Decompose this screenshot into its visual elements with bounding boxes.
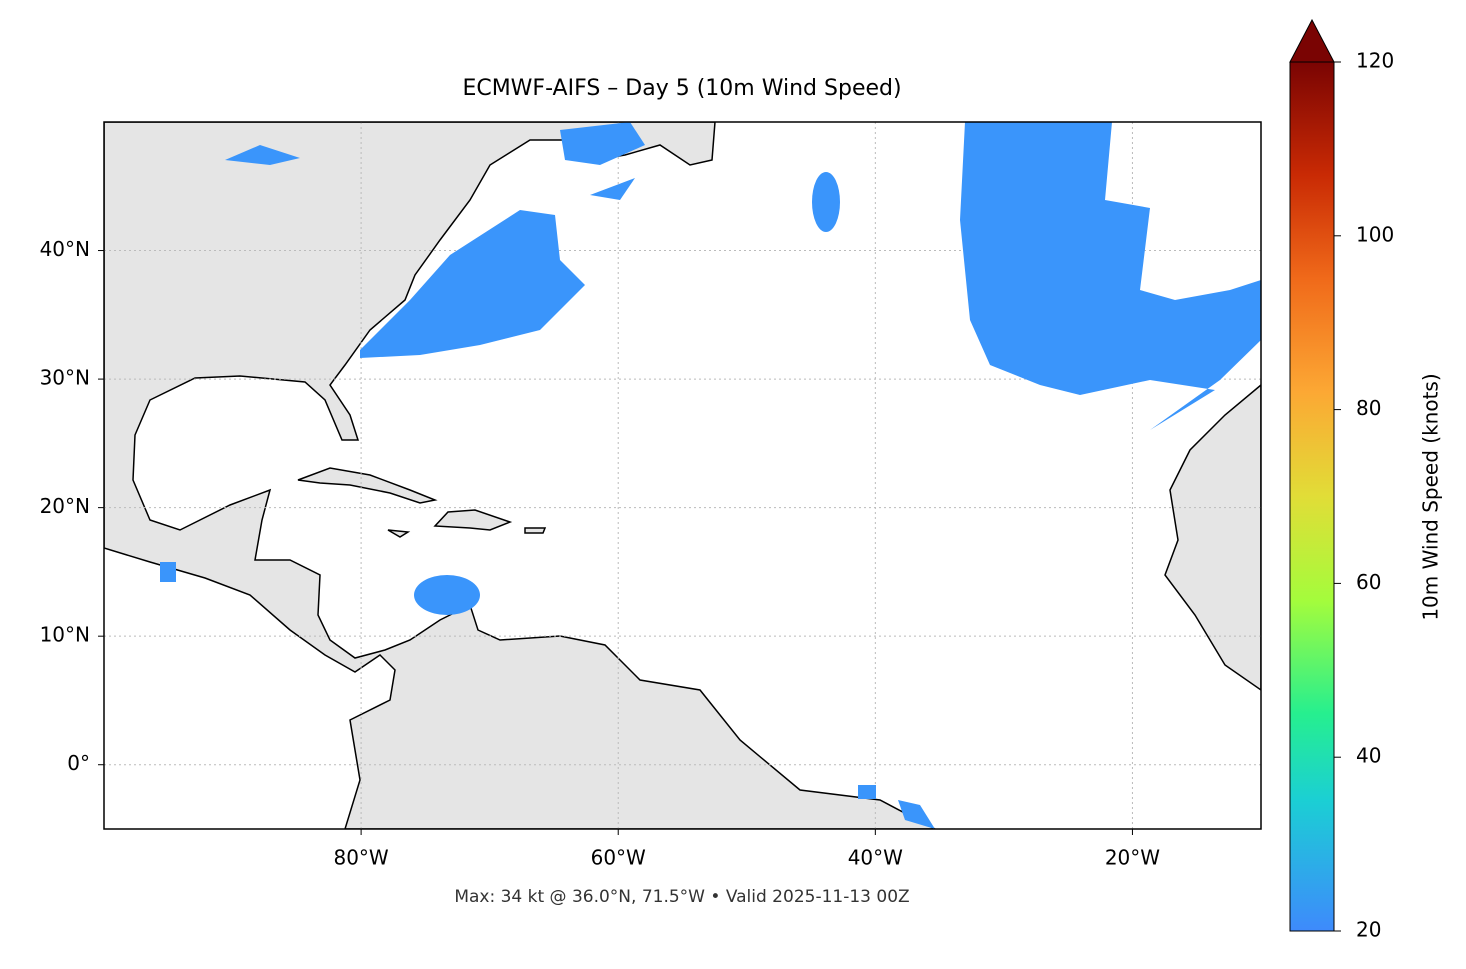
y-tick-label: 20°N [40,494,90,518]
wind-area [160,562,176,582]
wind-area [960,122,1261,430]
africa [1164,384,1261,691]
map-area [104,122,1261,829]
wind-area [414,575,480,615]
map-frame [103,121,1262,830]
y-tick-label: 30°N [40,366,90,390]
hispaniola [433,509,513,531]
wind-area [898,800,935,829]
colorbar-tick-label: 60 [1356,570,1381,594]
x-tick-label: 40°W [848,846,903,870]
colorbar-extend [1289,18,1335,63]
colorbar-tick-label: 80 [1356,396,1381,420]
x-tick-label: 20°W [1105,846,1160,870]
colorbar-tick-label: 40 [1356,744,1381,768]
y-tick-label: 0° [67,751,90,775]
wind-area [225,145,300,165]
americas [104,122,936,829]
wind-area [812,172,840,232]
x-tick-label: 80°W [333,846,388,870]
footer-note: Max: 34 kt @ 36.0°N, 71.5°W • Valid 2025… [454,887,909,907]
colorbar-tick-label: 20 [1356,918,1381,942]
colorbar-tick-label: 100 [1356,222,1394,246]
wind-area [858,785,876,799]
colorbar [1289,61,1335,932]
cuba [297,467,438,504]
wind-area [360,210,585,358]
wind-area [590,178,635,200]
chart-title: ECMWF-AIFS – Day 5 (10m Wind Speed) [462,76,901,101]
colorbar-label: 10m Wind Speed (knots) [1419,373,1443,620]
jamaica [387,529,411,538]
y-tick-label: 40°N [40,237,90,261]
colorbar-tick-label: 120 [1356,49,1394,73]
wind-area [560,122,645,165]
y-tick-label: 10°N [40,623,90,647]
x-tick-label: 60°W [591,846,646,870]
puerto-rico [524,527,547,534]
